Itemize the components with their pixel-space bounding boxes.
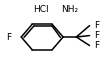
- Text: F: F: [6, 32, 12, 42]
- Text: F: F: [93, 41, 98, 50]
- Text: F: F: [93, 21, 98, 30]
- Text: NH₂: NH₂: [61, 5, 78, 14]
- Text: HCl: HCl: [33, 5, 48, 14]
- Text: F: F: [93, 31, 98, 40]
